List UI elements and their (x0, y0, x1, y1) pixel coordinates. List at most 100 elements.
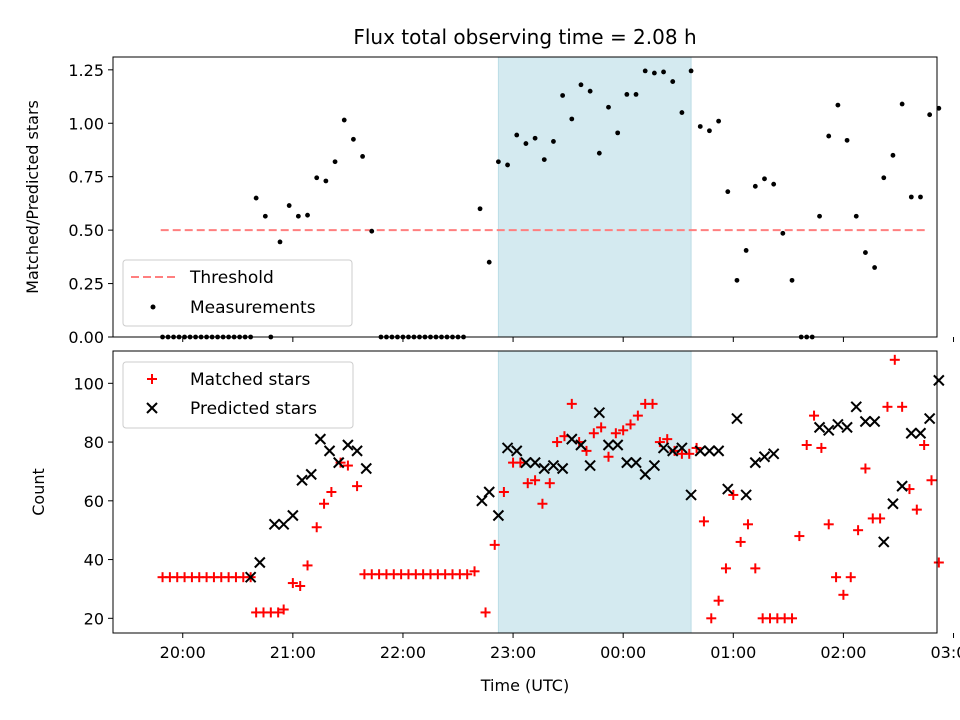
predicted-star-point (887, 498, 899, 510)
predicted-star-point (268, 518, 281, 531)
predicted-star-point (914, 427, 927, 439)
count-panel: 20 40 60 80 100 20:00 21:00 22:00 23:00 00:00 01:… (29, 350, 960, 695)
predicted-star-point (722, 483, 734, 495)
measurement-point (688, 68, 694, 74)
measurement-point (262, 213, 268, 219)
predicted-star-point (841, 421, 853, 434)
matched-star-point (287, 578, 298, 589)
predicted-star-point (896, 480, 908, 492)
predicted-star-point (342, 439, 354, 451)
predicted-legend-swatch (146, 402, 158, 414)
predicted-star-point (731, 412, 743, 425)
measurement-point (651, 70, 657, 76)
matched-star-point (588, 428, 599, 439)
matched-star-point (750, 563, 761, 574)
predicted-star-point (575, 439, 587, 451)
predicted-star-point (547, 459, 560, 472)
predicted-star-point (556, 462, 569, 475)
predicted-star-point (287, 509, 299, 522)
matched-star-point (933, 557, 944, 568)
matched-star-point (713, 595, 724, 606)
x-tick-label: 00:00 (600, 643, 646, 662)
x-tick-label: 02:00 (820, 643, 866, 662)
predicted-star-point (923, 412, 936, 425)
predicted-star-point (277, 518, 290, 531)
measurement-point (578, 82, 584, 88)
ratio-legend: Threshold Measurements (122, 259, 353, 327)
predicted-star-point (859, 415, 872, 428)
matched-star-point (801, 440, 812, 450)
predicted-star-point (758, 451, 771, 463)
measurement-point (323, 178, 329, 184)
predicted-star-point (832, 418, 844, 431)
count-legend-box (122, 361, 354, 429)
measurement-point (670, 79, 676, 84)
measurement-point (360, 153, 365, 159)
predicted-star-point (712, 445, 725, 457)
ratio-y-ticks: 0.00 0.25 0.50 0.75 1.00 1.25 (68, 61, 113, 347)
measurement-point (936, 105, 942, 111)
measurement-point (560, 93, 566, 98)
predicted-star-point (333, 456, 345, 469)
matched-star-point (618, 425, 629, 436)
measurement-point (780, 230, 786, 236)
predicted-star-point (360, 462, 372, 475)
matched-star-point (537, 498, 548, 509)
y-tick-label: 1.00 (68, 114, 104, 133)
measurement-point (899, 101, 905, 107)
predicted-star-point (511, 445, 523, 457)
measurement-point (697, 124, 703, 129)
predicted-star-point (813, 421, 826, 434)
matched-star-point (311, 522, 322, 533)
measurement-point (495, 159, 501, 165)
measurement-point (295, 213, 301, 219)
measurement-point (615, 130, 621, 136)
matched-star-point (489, 539, 500, 550)
matched-star-point (897, 401, 908, 412)
chart-title: Flux total observing time = 2.08 h (353, 25, 696, 49)
measurement-point (514, 132, 520, 138)
matched-star-point (295, 581, 306, 591)
measurement-point (716, 118, 722, 124)
measurements-legend-label: Measurements (190, 298, 316, 318)
predicted-legend-label: Predicted stars (190, 399, 317, 419)
matched-stars-points (157, 354, 944, 624)
predicted-star-point (584, 459, 596, 472)
matched-star-point (816, 442, 827, 453)
x-tick-label: 23:00 (490, 643, 536, 662)
measurement-point (569, 116, 575, 122)
predicted-star-point (648, 459, 661, 472)
count-y-ticks: 20 40 60 80 100 (73, 374, 113, 628)
measurement-point (486, 259, 492, 265)
predicted-star-point (905, 427, 918, 439)
x-tick-label: 01:00 (710, 643, 756, 662)
matched-star-point (728, 489, 739, 500)
matched-star-point (552, 437, 563, 448)
measurement-point (505, 162, 510, 168)
y-tick-label: 0.50 (68, 221, 104, 240)
matched-star-point (875, 513, 886, 524)
x-axis-label: Time (UTC) (480, 676, 569, 695)
x-tick-label: 20:00 (160, 643, 206, 662)
count-x-ticks: 20:00 21:00 22:00 23:00 00:00 01:00 02:00 03:00… (160, 633, 960, 662)
matched-star-point (302, 560, 313, 571)
matched-star-point (787, 613, 798, 624)
x-tick-label: 03:00 (930, 643, 960, 662)
matched-star-point (698, 516, 709, 527)
measurement-point (369, 228, 375, 234)
measurement-point (314, 175, 320, 181)
matched-star-point (530, 475, 541, 486)
predicted-star-point (611, 439, 624, 451)
matched-star-point (838, 589, 849, 600)
count-panel-frame (112, 350, 938, 634)
predicted-star-point (868, 415, 881, 428)
matched-star-point (544, 478, 555, 489)
matched-star-point (845, 572, 856, 583)
measurement-point (351, 136, 356, 142)
predicted-star-point (740, 489, 752, 501)
measurement-point (286, 203, 292, 208)
matched-star-point (566, 398, 577, 409)
matched-star-point (603, 451, 614, 462)
measurement-point (332, 159, 338, 165)
observing-time-span (497, 56, 692, 338)
